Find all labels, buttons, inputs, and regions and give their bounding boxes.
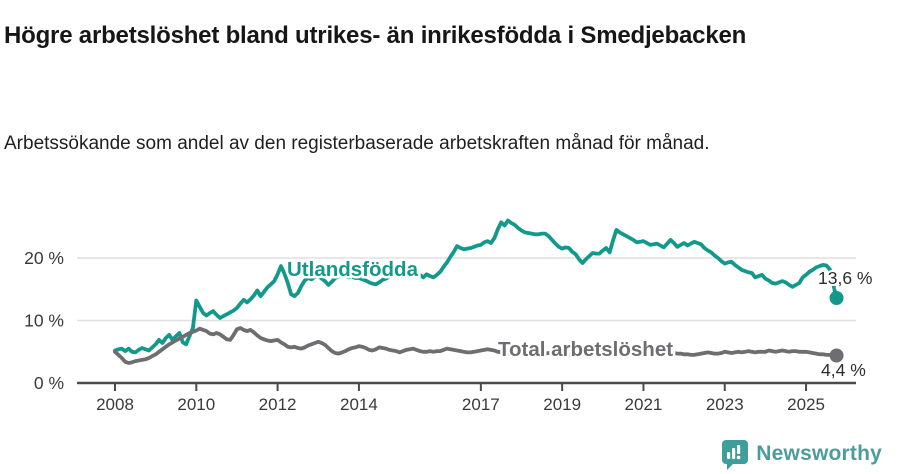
end-value-label-total-arbetsl-shet: 4,4 % [821,360,866,380]
x-axis-label: 2012 [259,395,297,414]
newsworthy-logo-text: Newsworthy [756,442,882,465]
series-end-dot-utlandsf-dda [829,291,844,305]
series-line-utlandsf-dda [113,218,839,355]
series-label-utlandsf-dda: Utlandsfödda [287,258,419,281]
chart-title: Högre arbetslöshet bland utrikes- än inr… [4,22,747,50]
x-axis-label: 2017 [462,395,500,414]
chart-subtitle: Arbetssökande som andel av den registerb… [4,133,710,154]
x-axis-label: 2010 [177,395,215,414]
newsworthy-speech-bubble-chart-icon [722,439,749,470]
series-end-dot-total-arbetsl-shet [829,348,844,363]
newsworthy-logo: Newsworthy [721,438,882,470]
x-axis-label: 2023 [706,395,744,414]
series-line-total-arbetsl-shet [113,326,839,365]
x-axis-label: 2021 [625,395,663,414]
x-axis-label: 2008 [96,395,134,414]
series-label-total-arbetsl-shet: Total arbetslöshet [498,338,673,361]
y-axis-label: 20 % [24,248,64,268]
x-axis-label: 2014 [340,395,378,414]
end-value-label-utlandsf-dda: 13,6 % [818,268,872,288]
y-axis-label: 10 % [24,311,64,331]
y-axis-label: 0 % [34,373,64,393]
x-axis-label: 2019 [543,395,581,414]
x-axis-label: 2025 [787,395,825,414]
